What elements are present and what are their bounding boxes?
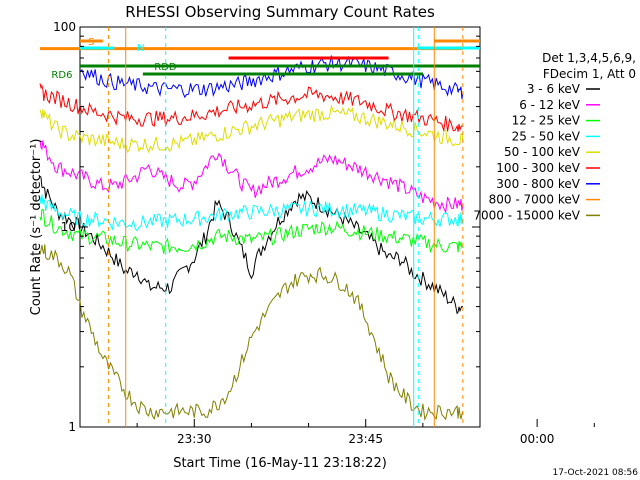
series-line-3 <box>39 208 464 254</box>
series-line-1 <box>39 175 463 315</box>
legend-header-line-1: Det 1,3,4,5,6,9, <box>542 51 636 65</box>
x-axis-label: Start Time (16-May-11 23:18:22) <box>173 456 387 471</box>
flag-label-n: N <box>137 43 144 54</box>
legend-header-line-2: FDecim 1, Att 0 <box>543 67 636 81</box>
series-line-2 <box>39 140 464 215</box>
flag-label-rdd: RDD <box>154 62 177 73</box>
legend-entry-label: 12 - 25 keV <box>512 114 581 128</box>
series-line-7 <box>79 55 464 100</box>
footer-date: 17-Oct-2021 08:56 <box>553 468 639 478</box>
chart-title: RHESSI Observing Summary Count Rates <box>125 3 435 21</box>
series-line-9 <box>39 244 464 421</box>
x-tick-label: 23:45 <box>348 432 383 446</box>
flag-label-rd6: RD6 <box>51 70 72 81</box>
legend-entry-label: 7000 - 15000 keV <box>473 208 580 222</box>
y-tick-label: 1 <box>68 420 76 434</box>
legend-entry-label: 100 - 300 keV <box>496 161 580 175</box>
legend-entry-label: 300 - 800 keV <box>496 177 580 191</box>
y-tick-label: 100 <box>53 20 76 34</box>
y-tick-label: 10 <box>61 220 76 234</box>
series-layer <box>39 47 464 421</box>
flag-layer: S N RDD RD6 <box>51 27 480 427</box>
legend-entry-label: 50 - 100 keV <box>504 145 581 159</box>
legend-entry-label: 6 - 12 keV <box>519 98 581 112</box>
series-line-6 <box>39 83 463 132</box>
y-axis-label: Count Rate (s⁻¹ detector⁻¹) <box>29 139 44 316</box>
legend-entry-label: 3 - 6 keV <box>527 82 581 96</box>
series-line-5 <box>39 104 464 154</box>
x-tick-label: 23:30 <box>177 432 212 446</box>
series-line-4 <box>39 194 464 232</box>
legend-entry-label: 800 - 7000 keV <box>489 193 581 207</box>
flag-label-s: S <box>88 37 94 48</box>
legend-entry-label: 25 - 50 keV <box>512 129 581 143</box>
x-tick-label: 00:00 <box>520 432 555 446</box>
